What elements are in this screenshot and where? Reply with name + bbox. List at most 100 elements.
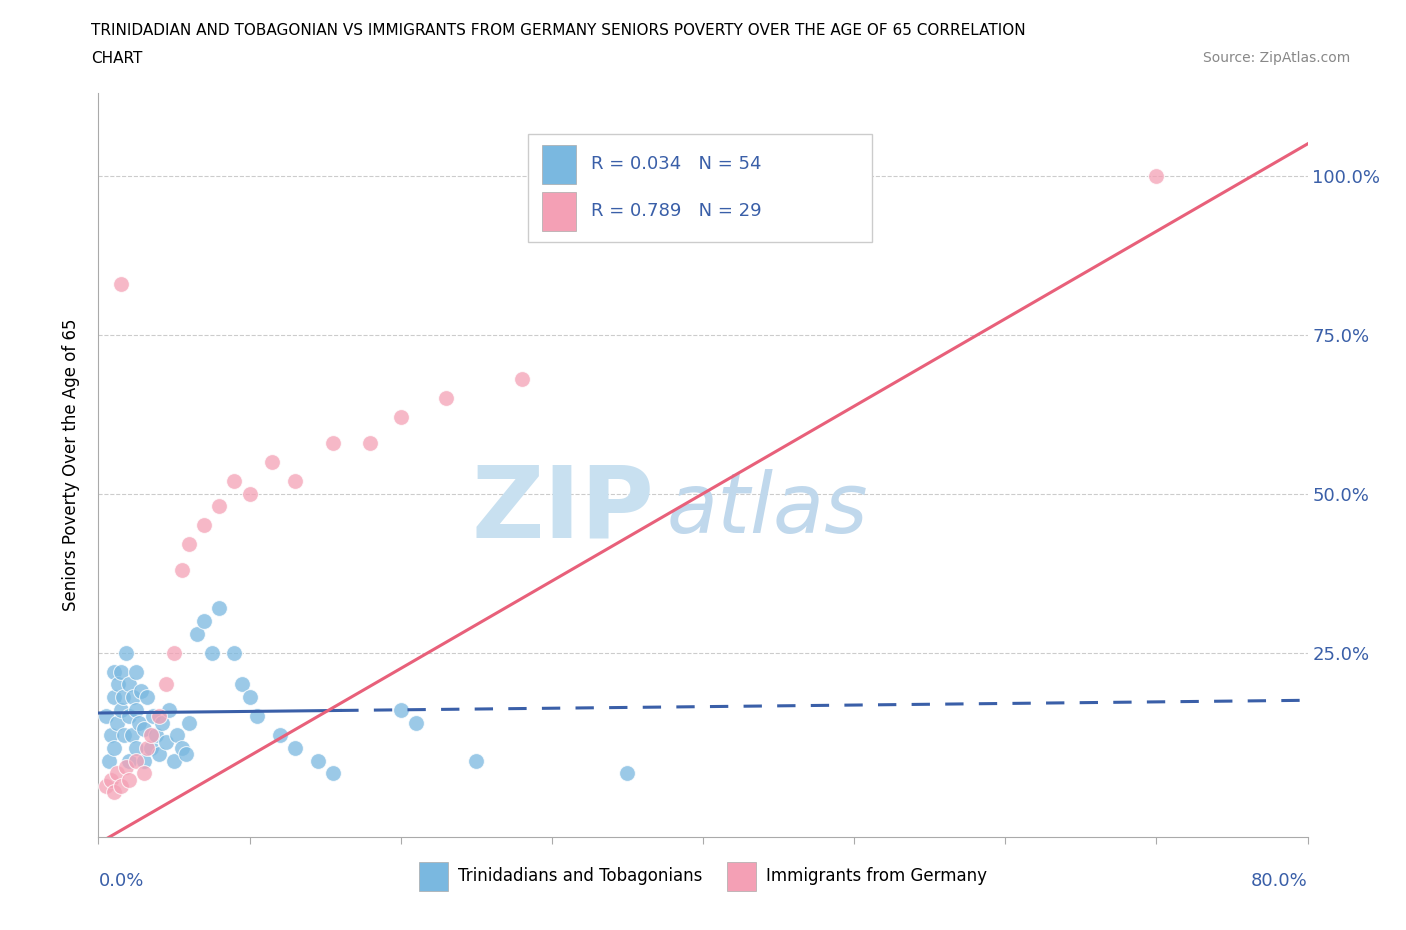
Text: Source: ZipAtlas.com: Source: ZipAtlas.com: [1202, 51, 1350, 65]
Point: [112, 728, 135, 743]
Point: [170, 740, 193, 755]
Y-axis label: Seniors Poverty Over the Age of 65: Seniors Poverty Over the Age of 65: [62, 319, 80, 611]
Point: [389, 702, 412, 717]
Point: [322, 435, 344, 450]
Point: [155, 677, 177, 692]
Point: [284, 473, 307, 488]
Point: [150, 715, 173, 730]
Text: Immigrants from Germany: Immigrants from Germany: [766, 868, 987, 885]
Point: [111, 690, 134, 705]
Text: Trinidadians and Tobagonians: Trinidadians and Tobagonians: [457, 868, 702, 885]
Point: [262, 455, 284, 470]
Point: [118, 772, 141, 787]
Point: [94, 709, 117, 724]
Text: atlas: atlas: [666, 469, 869, 551]
Point: [186, 626, 208, 641]
Point: [103, 740, 125, 755]
Point: [166, 728, 188, 743]
Point: [360, 435, 382, 450]
Point: [155, 734, 177, 749]
Point: [105, 715, 128, 730]
Point: [103, 664, 125, 679]
Point: [208, 601, 231, 616]
Point: [224, 473, 246, 488]
Point: [107, 677, 129, 692]
Point: [110, 778, 132, 793]
Point: [100, 772, 122, 787]
Point: [125, 740, 148, 755]
Point: [510, 372, 533, 387]
Point: [129, 684, 152, 698]
Point: [98, 753, 121, 768]
Point: [201, 645, 224, 660]
Point: [94, 778, 117, 793]
Point: [103, 690, 125, 705]
Point: [145, 728, 167, 743]
Point: [141, 740, 163, 755]
Point: [389, 410, 412, 425]
Point: [208, 498, 231, 513]
Point: [100, 728, 122, 743]
Point: [179, 715, 201, 730]
Point: [110, 664, 132, 679]
Text: R = 0.789   N = 29: R = 0.789 N = 29: [591, 203, 761, 220]
FancyBboxPatch shape: [727, 862, 756, 891]
Point: [118, 753, 141, 768]
Point: [434, 391, 457, 405]
Point: [284, 740, 307, 755]
Point: [128, 715, 150, 730]
Point: [118, 677, 141, 692]
Point: [239, 486, 262, 501]
Point: [105, 766, 128, 781]
Text: 0.0%: 0.0%: [98, 872, 143, 890]
Point: [163, 753, 186, 768]
FancyBboxPatch shape: [543, 192, 576, 231]
Point: [179, 537, 201, 551]
Point: [135, 740, 157, 755]
Point: [125, 664, 148, 679]
Point: [307, 753, 329, 768]
Text: 80.0%: 80.0%: [1251, 872, 1308, 890]
Point: [269, 728, 291, 743]
Point: [174, 747, 197, 762]
Point: [231, 677, 253, 692]
Point: [405, 715, 427, 730]
Text: ZIP: ZIP: [472, 461, 655, 558]
Point: [465, 753, 488, 768]
FancyBboxPatch shape: [527, 134, 872, 242]
Text: CHART: CHART: [91, 51, 143, 66]
Point: [224, 645, 246, 660]
Point: [148, 747, 170, 762]
FancyBboxPatch shape: [419, 862, 449, 891]
Point: [132, 722, 155, 737]
Point: [135, 690, 157, 705]
Point: [125, 702, 148, 717]
Point: [193, 518, 215, 533]
Point: [163, 645, 186, 660]
Text: TRINIDADIAN AND TOBAGONIAN VS IMMIGRANTS FROM GERMANY SENIORS POVERTY OVER THE A: TRINIDADIAN AND TOBAGONIAN VS IMMIGRANTS…: [91, 23, 1026, 38]
Point: [1144, 168, 1167, 183]
Point: [103, 785, 125, 800]
Text: R = 0.034   N = 54: R = 0.034 N = 54: [591, 155, 761, 173]
Point: [132, 753, 155, 768]
Point: [142, 709, 165, 724]
Point: [193, 614, 215, 629]
FancyBboxPatch shape: [543, 145, 576, 184]
Point: [322, 766, 344, 781]
Point: [159, 702, 181, 717]
Point: [121, 728, 143, 743]
Point: [246, 709, 269, 724]
Point: [122, 690, 145, 705]
Point: [114, 645, 136, 660]
Point: [148, 709, 170, 724]
Point: [110, 276, 132, 291]
Point: [110, 702, 132, 717]
Point: [170, 563, 193, 578]
Point: [616, 766, 638, 781]
Point: [118, 709, 141, 724]
Point: [125, 753, 148, 768]
Point: [114, 760, 136, 775]
Point: [239, 690, 262, 705]
Point: [132, 766, 155, 781]
Point: [141, 728, 163, 743]
